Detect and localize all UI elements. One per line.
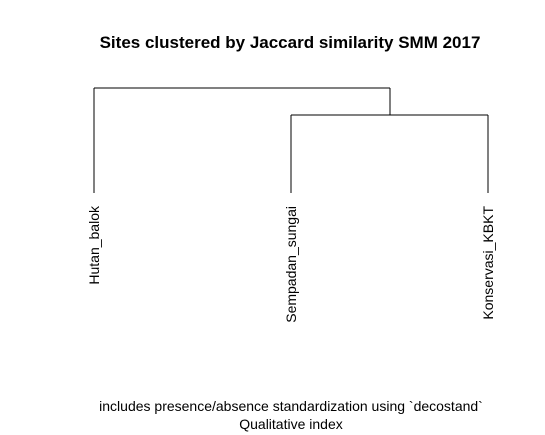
leaf-label-konservasi-kbkt: Konservasi_KBKT xyxy=(480,206,496,320)
leaf-labels: Hutan_balok Sempadan_sungai Konservasi_K… xyxy=(86,205,496,323)
caption-line-1: includes presence/absence standardizatio… xyxy=(99,398,483,414)
leaf-label-sempadan-sungai: Sempadan_sungai xyxy=(283,206,299,323)
leaf-label-hutan-balok: Hutan_balok xyxy=(86,205,102,285)
caption-line-2: Qualitative index xyxy=(239,416,343,432)
chart-title: Sites clustered by Jaccard similarity SM… xyxy=(100,33,481,52)
dendrogram-branches xyxy=(93,87,489,193)
